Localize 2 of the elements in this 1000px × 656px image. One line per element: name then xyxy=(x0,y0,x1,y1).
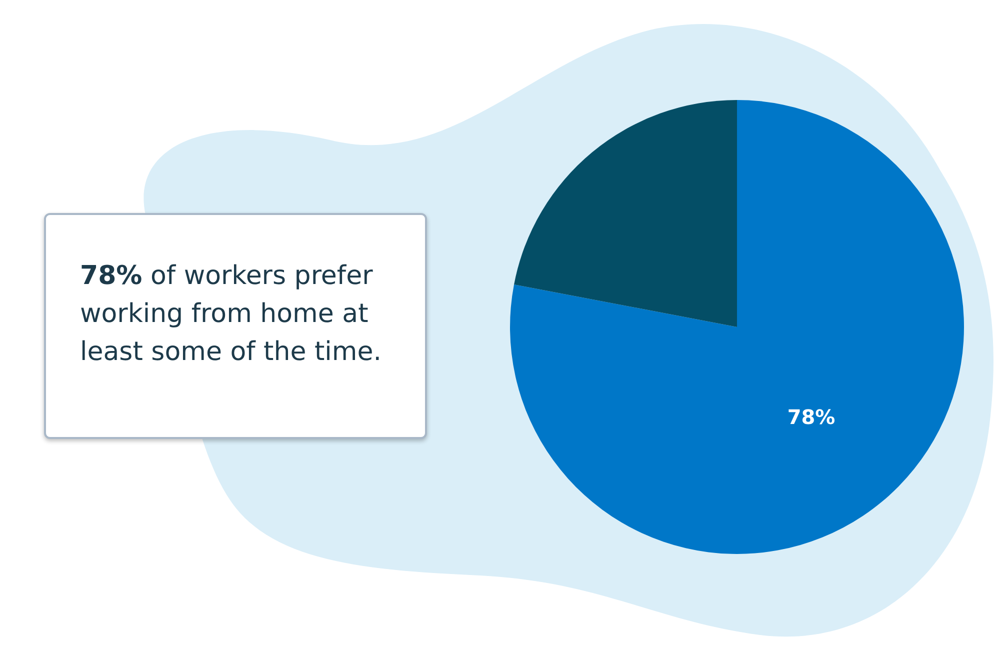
text: 78% of workers prefer working from home at least some of the time. xyxy=(44,213,427,439)
data-label: 78% xyxy=(787,404,836,429)
